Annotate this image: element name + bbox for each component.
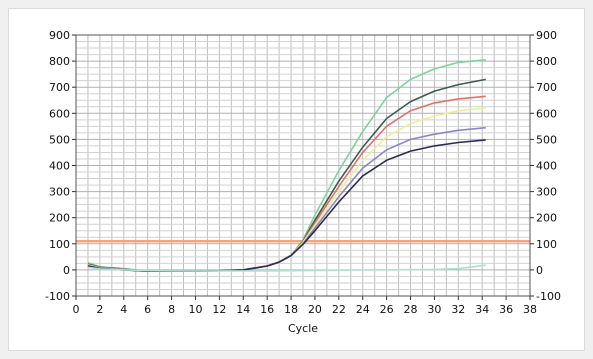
y-tick-label-left: 400 <box>49 160 70 173</box>
x-tick-label: 34 <box>475 303 489 316</box>
x-tick-label: 20 <box>308 303 322 316</box>
y-axis-right: -100 0 100 200 300 400 500 600 700 800 900 <box>530 29 561 303</box>
y-tick-label-left: 600 <box>49 107 70 120</box>
y-tick-label-left: 0 <box>63 264 70 277</box>
chart-card: -100 0 100 200 300 400 500 600 700 800 900 -100 0 10… <box>8 8 585 351</box>
x-tick-label: 14 <box>236 303 250 316</box>
x-tick-label: 4 <box>120 303 127 316</box>
x-tick-label: 18 <box>284 303 298 316</box>
x-tick-label: 6 <box>144 303 151 316</box>
y-tick-label-right: 300 <box>536 186 557 199</box>
x-tick-label: 24 <box>356 303 370 316</box>
x-tick-label: 36 <box>499 303 513 316</box>
y-tick-label-left: 500 <box>49 133 70 146</box>
y-tick-label-left: 900 <box>49 29 70 42</box>
y-tick-label-right: 700 <box>536 81 557 94</box>
y-tick-label-right: -100 <box>536 290 561 303</box>
x-tick-label: 22 <box>332 303 346 316</box>
y-tick-label-left: -100 <box>45 290 70 303</box>
x-tick-label: 30 <box>427 303 441 316</box>
y-tick-label-right: 100 <box>536 238 557 251</box>
y-tick-label-left: 800 <box>49 55 70 68</box>
y-tick-label-left: 700 <box>49 81 70 94</box>
y-tick-label-right: 600 <box>536 107 557 120</box>
x-tick-label: 12 <box>212 303 226 316</box>
x-tick-label: 2 <box>96 303 103 316</box>
y-tick-label-left: 300 <box>49 186 70 199</box>
x-axis-label: Cycle <box>288 322 318 335</box>
x-tick-label: 38 <box>523 303 537 316</box>
y-tick-label-right: 400 <box>536 160 557 173</box>
y-tick-label-right: 200 <box>536 212 557 225</box>
x-axis: 0 2 4 6 8 10 12 14 16 18 20 22 24 26 28 30 32 34 36 38 <box>73 296 537 316</box>
y-tick-label-right: 500 <box>536 133 557 146</box>
y-tick-label-right: 0 <box>536 264 543 277</box>
y-tick-label-right: 800 <box>536 55 557 68</box>
x-tick-label: 16 <box>260 303 274 316</box>
series-layer <box>87 59 486 273</box>
x-tick-label: 10 <box>188 303 202 316</box>
y-tick-label-right: 900 <box>536 29 557 42</box>
x-tick-label: 8 <box>168 303 175 316</box>
x-tick-label: 32 <box>451 303 465 316</box>
y-axis-left: -100 0 100 200 300 400 500 600 700 800 900 <box>45 29 76 303</box>
series-line-7 <box>87 264 486 272</box>
x-tick-label: 0 <box>73 303 80 316</box>
x-tick-label: 28 <box>404 303 418 316</box>
y-tick-label-left: 100 <box>49 238 70 251</box>
y-tick-label-left: 200 <box>49 212 70 225</box>
grid <box>75 34 531 297</box>
x-tick-label: 26 <box>380 303 394 316</box>
